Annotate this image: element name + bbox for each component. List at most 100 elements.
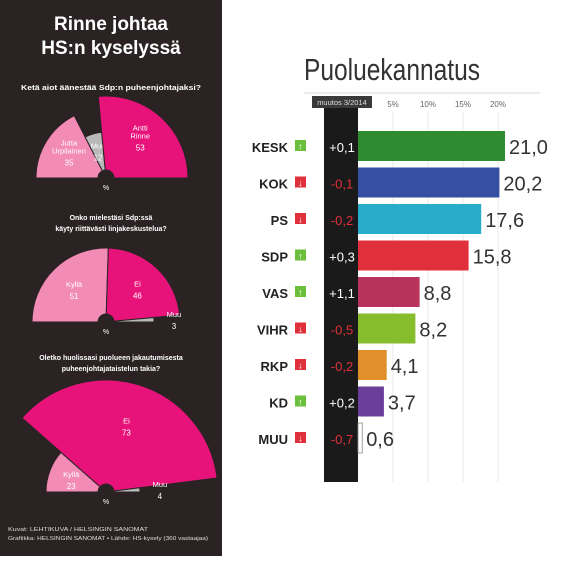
change-header-box xyxy=(312,96,372,108)
change-header-pointer xyxy=(330,112,352,124)
survey-panel: Rinne johtaa HS:n kyselyssä Ketä aiot ää… xyxy=(0,0,222,556)
bar xyxy=(358,350,387,380)
change-value: -0,2 xyxy=(331,359,353,374)
trend-arrow: ↓ xyxy=(298,178,303,188)
slice-label: Muu xyxy=(153,480,168,489)
pie-slice xyxy=(35,114,104,179)
bar xyxy=(358,277,420,307)
source-line1: Kuvat: LEHTIKUVA / HELSINGIN SANOMAT xyxy=(8,527,149,533)
category-label: KOK xyxy=(259,177,289,192)
change-value: -0,5 xyxy=(331,323,353,338)
slice-value: 51 xyxy=(70,292,79,301)
x-tick-label: 20% xyxy=(490,100,506,109)
change-value: -0,2 xyxy=(331,213,353,228)
trend-arrow: ↓ xyxy=(298,215,303,225)
slice-value: 46 xyxy=(133,292,142,301)
change-column xyxy=(324,100,358,482)
party-support-panel: Puoluekannatus muutos 3/2014 5% 10% 15% 20% K… xyxy=(222,0,586,556)
survey-graphic: Rinne johtaa HS:n kyselyssä Ketä aiot ää… xyxy=(8,14,218,542)
survey-title-line1: Rinne johtaa xyxy=(54,14,168,35)
survey-title-line2: HS:n kyselyssä xyxy=(41,38,181,59)
trend-down-icon xyxy=(295,432,306,443)
bar xyxy=(358,131,505,161)
trend-arrow: ↑ xyxy=(298,142,303,152)
slice-label: Kyllä xyxy=(66,280,83,289)
pie-slice xyxy=(113,316,155,323)
category-label: PS xyxy=(271,213,289,228)
category-label: MUU xyxy=(258,432,288,447)
trend-down-icon xyxy=(295,176,306,188)
chart-title: Puoluekannatus xyxy=(304,52,480,87)
party-support-chart: Puoluekannatus muutos 3/2014 5% 10% 15% 20% K… xyxy=(252,52,548,482)
change-header: muutos 3/2014 xyxy=(317,98,367,107)
slice-label: Rinne xyxy=(130,131,150,140)
slice-value: 35 xyxy=(65,158,74,167)
slice-value: 73 xyxy=(122,429,131,438)
pie-slice xyxy=(21,379,218,492)
value-label: 15,8 xyxy=(473,247,512,269)
trend-up-icon xyxy=(295,140,306,151)
x-tick-label: 15% xyxy=(455,100,471,109)
question-3-line1: Oletko huolissasi puolueen jakautumisest… xyxy=(39,355,183,362)
change-value: +1,1 xyxy=(329,286,355,301)
slice-label: Muu xyxy=(167,310,182,319)
bar xyxy=(358,240,469,271)
trend-arrow: ↓ xyxy=(298,434,303,444)
trend-arrow: ↑ xyxy=(298,397,303,407)
category-label: VIHR xyxy=(257,323,289,338)
unit-label: % xyxy=(103,329,109,336)
question-1: Ketä aiot äänestää Sdp:n puheenjohtajaks… xyxy=(21,85,201,92)
value-label: 17,6 xyxy=(485,210,524,232)
source-line2: Grafiikka: HELSINGIN SANOMAT • Lähde: HS… xyxy=(8,536,208,542)
change-value: +0,1 xyxy=(329,140,355,155)
value-label: 8,8 xyxy=(424,283,452,305)
value-label: 20,2 xyxy=(503,174,542,196)
category-label: KD xyxy=(269,396,288,411)
pie-slice xyxy=(97,95,189,179)
value-label: 0,6 xyxy=(366,429,394,451)
question-2-line2: käyty riittävästi linjakeskustelua? xyxy=(55,226,166,233)
trend-arrow: ↑ xyxy=(298,288,303,298)
value-label: 3,7 xyxy=(388,393,416,415)
category-label: KESK xyxy=(252,140,289,155)
slice-value: 12 xyxy=(94,154,103,163)
bar xyxy=(358,313,416,344)
question-3-line2: puheenjohtajataistelun takia? xyxy=(62,366,160,373)
category-label: RKP xyxy=(261,359,289,374)
slice-value: 23 xyxy=(67,482,76,491)
slice-label: Jutta xyxy=(61,138,78,147)
pie-slice xyxy=(113,487,141,493)
bar-chart-body: muutos 3/2014 5% 10% 15% 20% KESK ↑ +0,1 21,0 KOK… xyxy=(252,96,548,482)
trend-up-icon xyxy=(295,395,306,407)
slice-value: 3 xyxy=(172,322,177,331)
slice-label: Kyllä xyxy=(63,470,80,479)
change-value: -0,1 xyxy=(331,177,353,192)
slice-label: Ei xyxy=(134,280,141,289)
unit-label: % xyxy=(103,499,109,506)
slice-label: Muu xyxy=(91,142,106,151)
pie-chart-debate: Kyllä 51 Ei 46 Muu 3% xyxy=(31,247,182,336)
category-label: VAS xyxy=(262,286,288,301)
slice-value: 53 xyxy=(136,143,145,152)
bar xyxy=(358,204,482,234)
pie-slice xyxy=(105,247,181,322)
value-label: 4,1 xyxy=(391,356,419,378)
trend-down-icon xyxy=(295,213,306,224)
slice-value: 4 xyxy=(158,492,163,501)
trend-up-icon xyxy=(295,286,306,297)
value-label: 8,2 xyxy=(419,320,447,342)
bar xyxy=(358,386,384,417)
unit-label: % xyxy=(103,185,109,192)
bar xyxy=(357,422,363,454)
category-label: SDP xyxy=(261,250,288,265)
trend-down-icon xyxy=(295,359,306,370)
trend-up-icon xyxy=(295,249,306,261)
slice-label: Urpilainen xyxy=(52,146,86,155)
bar xyxy=(358,167,500,198)
pie-slice xyxy=(31,247,109,323)
trend-arrow: ↓ xyxy=(298,361,303,371)
trend-down-icon xyxy=(295,322,306,334)
change-value: -0,7 xyxy=(331,432,353,447)
slice-label: Antti xyxy=(133,123,148,132)
pie-slice xyxy=(45,451,101,493)
